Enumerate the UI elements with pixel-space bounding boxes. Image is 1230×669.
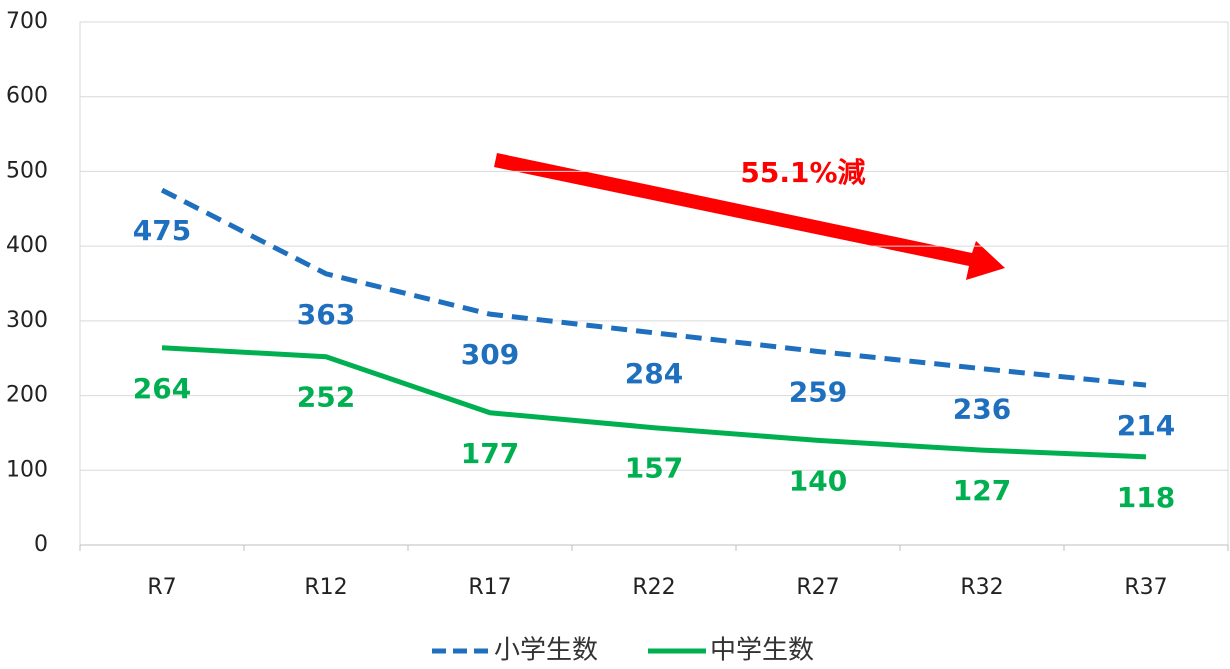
data-label: 127 xyxy=(953,474,1011,507)
data-label: 284 xyxy=(625,357,683,390)
data-label: 264 xyxy=(133,372,191,405)
data-label: 475 xyxy=(133,214,191,247)
y-tick-label: 0 xyxy=(34,532,48,557)
data-label: 259 xyxy=(789,375,847,408)
data-label: 177 xyxy=(461,437,519,470)
y-tick-label: 100 xyxy=(6,457,48,482)
y-tick-label: 500 xyxy=(6,158,48,183)
y-tick-label: 200 xyxy=(6,383,48,408)
trend-arrow xyxy=(494,153,1005,280)
x-tick-label: R27 xyxy=(796,575,839,600)
annotation: 55.1%減 xyxy=(740,156,865,189)
y-tick-label: 700 xyxy=(6,9,48,34)
data-label: 140 xyxy=(789,464,847,497)
x-tick-label: R37 xyxy=(1124,575,1167,600)
x-tick-label: R12 xyxy=(304,575,347,600)
series-line xyxy=(161,345,1147,460)
x-tick-label: R22 xyxy=(632,575,675,600)
data-label: 236 xyxy=(953,393,1011,426)
x-tick-label: R17 xyxy=(468,575,511,600)
legend-label: 小学生数 xyxy=(494,636,598,666)
y-tick-label: 300 xyxy=(6,308,48,333)
x-tick-label: R7 xyxy=(147,575,176,600)
data-label: 252 xyxy=(297,381,355,414)
data-label: 157 xyxy=(625,452,683,485)
data-label: 309 xyxy=(461,338,519,371)
data-label: 363 xyxy=(297,298,355,331)
data-label: 214 xyxy=(1117,409,1175,442)
legend-label: 中学生数 xyxy=(710,636,814,666)
data-label: 118 xyxy=(1117,481,1175,514)
y-tick-label: 600 xyxy=(6,84,48,109)
series-line xyxy=(160,187,1147,388)
x-tick-label: R32 xyxy=(960,575,1003,600)
y-tick-label: 400 xyxy=(6,233,48,258)
